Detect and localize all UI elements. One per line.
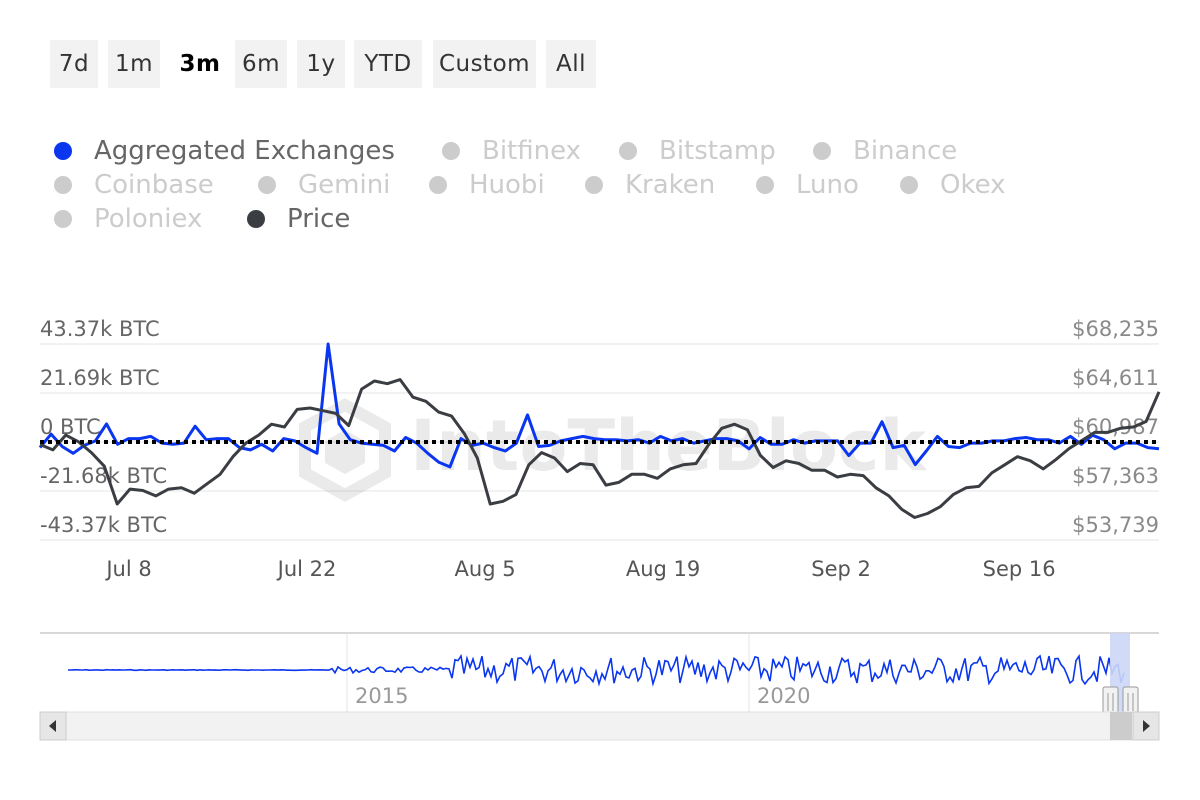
legend-item-kraken[interactable]: Kraken: [585, 169, 715, 201]
y-left-tick-label: 43.37k BTC: [40, 317, 160, 341]
legend-item-binance[interactable]: Binance: [813, 135, 957, 167]
x-tick-label: Sep 16: [983, 557, 1056, 581]
legend-dot-icon: [54, 142, 72, 160]
legend-item-price[interactable]: Price: [247, 203, 350, 235]
legend-dot-icon: [813, 142, 831, 160]
range-button-7d[interactable]: 7d: [50, 40, 98, 88]
legend-item-bitfinex[interactable]: Bitfinex: [442, 135, 581, 167]
legend-dot-icon: [54, 176, 72, 194]
legend-item-bitstamp[interactable]: Bitstamp: [619, 135, 776, 167]
range-button-custom[interactable]: Custom: [433, 40, 536, 88]
x-tick-label: Jul 22: [276, 557, 337, 581]
range-button-1y[interactable]: 1y: [297, 40, 345, 88]
legend-item-okex[interactable]: Okex: [900, 169, 1006, 201]
range-button-3m[interactable]: 3m: [179, 51, 221, 77]
legend-dot-icon: [54, 210, 72, 228]
legend-dot-icon: [247, 210, 265, 228]
legend-dot-icon: [900, 176, 918, 194]
range-button-1m[interactable]: 1m: [108, 40, 160, 88]
watermark: IntoTheBlock: [299, 398, 927, 502]
legend-label: Binance: [853, 136, 958, 166]
legend-label: Kraken: [625, 170, 716, 200]
legend-dot-icon: [756, 176, 774, 194]
legend-item-aggregated-exchanges[interactable]: Aggregated Exchanges: [54, 135, 395, 167]
y-right-tick-label: $57,363: [1072, 464, 1159, 488]
navigator-tick-2020: 2020: [757, 684, 810, 708]
scrollbar-thumb[interactable]: [1110, 712, 1132, 740]
legend-label: Price: [287, 204, 351, 234]
arrow-left-icon: [49, 720, 56, 732]
arrow-right-icon: [1143, 720, 1150, 732]
navigator-left-handle[interactable]: [1102, 686, 1119, 718]
legend-dot-icon: [585, 176, 603, 194]
legend-label: Bitfinex: [482, 136, 582, 166]
legend-label: Okex: [940, 170, 1006, 200]
legend-label: Huobi: [469, 170, 545, 200]
y-left-tick-label: 21.69k BTC: [40, 366, 160, 390]
y-right-tick-label: $60,987: [1072, 415, 1159, 439]
x-tick-label: Jul 8: [104, 557, 151, 581]
y-left-tick-label: -43.37k BTC: [40, 513, 167, 537]
y-right-tick-label: $68,235: [1072, 317, 1159, 341]
legend-item-huobi[interactable]: Huobi: [429, 169, 545, 201]
legend-item-gemini[interactable]: Gemini: [258, 169, 390, 201]
legend-dot-icon: [619, 142, 637, 160]
legend-label: Luno: [796, 170, 859, 200]
series-line-aggregated-exchanges: [38, 342, 1160, 469]
legend-label: Aggregated Exchanges: [94, 136, 395, 166]
legend-label: Poloniex: [94, 204, 203, 234]
series-lines: [38, 342, 1161, 519]
x-tick-label: Aug 19: [626, 557, 700, 581]
y-right-tick-label: $64,611: [1072, 366, 1159, 390]
navigator[interactable]: 2015 2020: [0, 630, 1200, 750]
series-line-price: [39, 378, 1161, 519]
legend-dot-icon: [442, 142, 460, 160]
x-axis: Jul 8 Jul 22 Aug 5 Aug 19 Sep 2 Sep 16: [104, 557, 1055, 581]
legend-label: Bitstamp: [659, 136, 776, 166]
navigator-tick-2015: 2015: [355, 684, 408, 708]
legend-label: Gemini: [298, 170, 391, 200]
range-button-all[interactable]: All: [546, 40, 596, 88]
x-tick-label: Aug 5: [455, 557, 516, 581]
x-tick-label: Sep 2: [811, 557, 871, 581]
y-right-tick-label: $53,739: [1072, 513, 1159, 537]
range-button-6m[interactable]: 6m: [235, 40, 287, 88]
navigator-series: [68, 653, 1125, 687]
scrollbar[interactable]: [39, 711, 1160, 741]
range-button-ytd[interactable]: YTD: [354, 40, 422, 88]
legend-dot-icon: [429, 176, 447, 194]
legend-item-coinbase[interactable]: Coinbase: [54, 169, 214, 201]
legend-item-luno[interactable]: Luno: [756, 169, 859, 201]
navigator-right-handle[interactable]: [1122, 686, 1139, 718]
right-axis: $68,235 $64,611 $60,987 $57,363 $53,739: [1072, 317, 1159, 537]
legend-label: Coinbase: [94, 170, 214, 200]
legend-dot-icon: [258, 176, 276, 194]
legend-item-poloniex[interactable]: Poloniex: [54, 203, 202, 235]
